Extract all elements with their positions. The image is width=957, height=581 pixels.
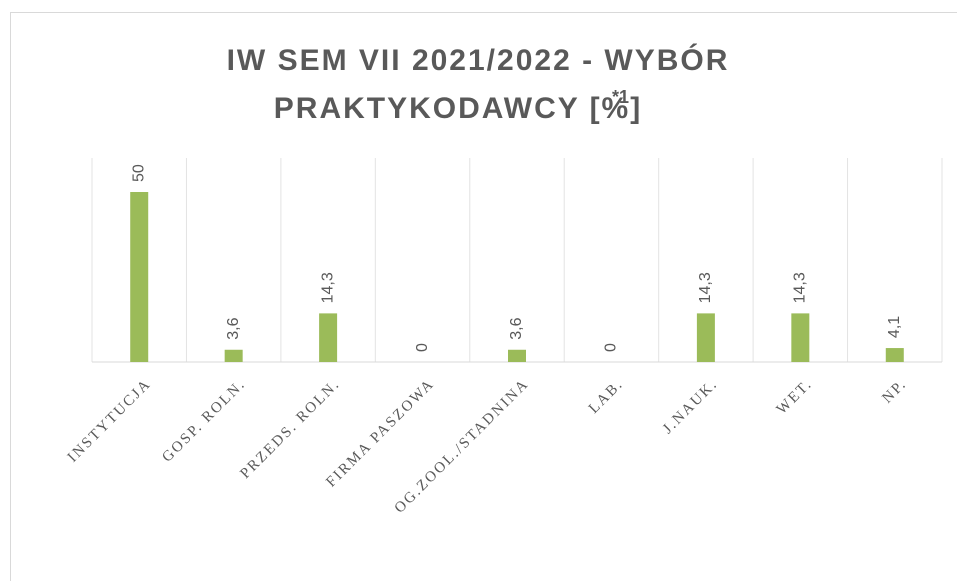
- chart-title: IW SEM VII 2021/2022 - WYBÓR: [227, 43, 730, 77]
- data-label: 0: [603, 343, 620, 352]
- data-label: 3,6: [225, 317, 242, 339]
- bar: [319, 313, 338, 362]
- data-label: 0: [414, 343, 431, 352]
- bar: [508, 349, 526, 362]
- bar: [130, 192, 149, 362]
- chart-frame: [10, 12, 957, 581]
- data-label: 14,3: [319, 272, 336, 303]
- bar: [224, 349, 243, 362]
- data-label: 14,3: [792, 272, 809, 303]
- data-label: 50: [130, 164, 147, 182]
- data-label: 3,6: [508, 317, 525, 339]
- data-label: 4,1: [886, 316, 903, 338]
- data-label: 14,3: [697, 272, 714, 303]
- bar: [885, 348, 904, 362]
- bar: [791, 313, 810, 362]
- title-superscript: *1: [612, 87, 629, 107]
- bar: [696, 313, 715, 362]
- chart-title: PRAKTYKODAWCY [%]: [274, 92, 642, 125]
